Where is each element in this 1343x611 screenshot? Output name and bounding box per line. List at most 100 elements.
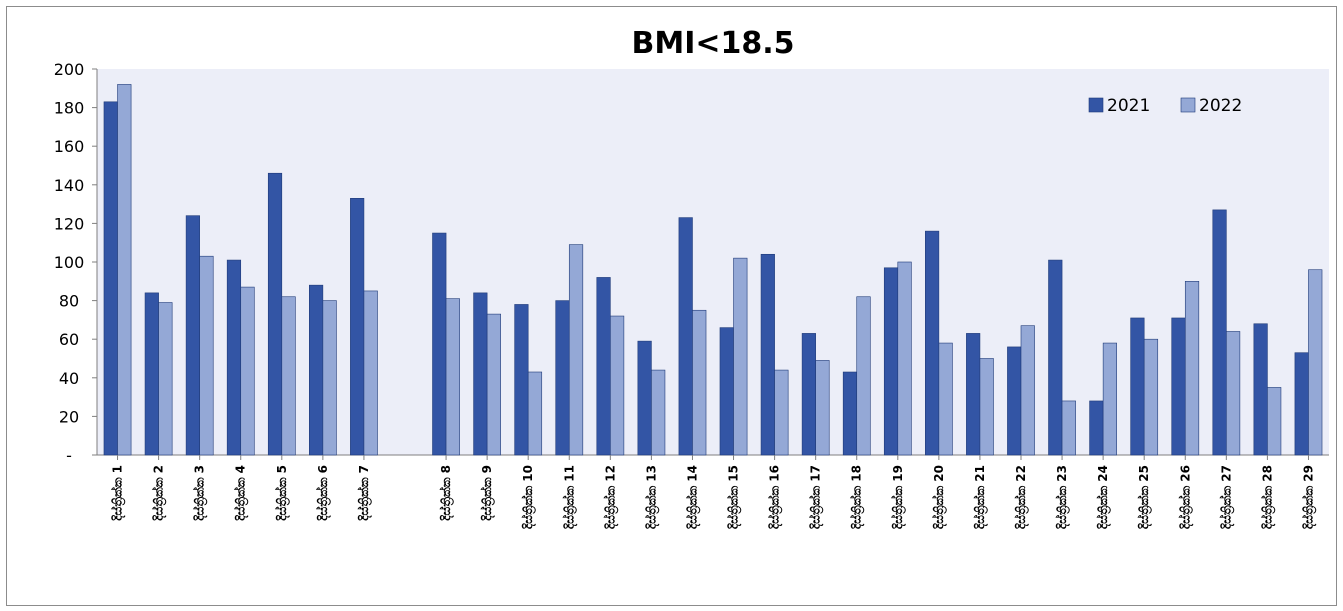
bar-2022 — [692, 309, 707, 456]
bar-2022 — [651, 369, 666, 456]
bar-2022 — [240, 286, 255, 456]
bar-2021 — [1253, 323, 1268, 456]
bar-2022 — [1308, 269, 1323, 456]
category-label: දිස්ත්‍රික්ක 5 — [275, 465, 291, 521]
bar-2022 — [1143, 338, 1159, 456]
y-tick-label: 140 — [54, 176, 85, 195]
category-label: දිස්ත්‍රික්ක 21 — [973, 465, 989, 529]
y-axis: - 20 40 60 80 100 120 140 160 180 200 — [54, 60, 1329, 465]
bar-2021 — [719, 327, 734, 456]
category-label: දිස්ත්‍රික්ක 10 — [521, 465, 537, 529]
y-tick-label: 40 — [59, 369, 79, 388]
bar-2022 — [281, 296, 296, 456]
bar-2021 — [350, 198, 365, 456]
bar-chart: BMI<18.5 - 20 40 60 80 100 120 140 160 180 200 දිස… — [54, 26, 1329, 529]
bars — [103, 84, 1323, 456]
category-label: දිස්ත්‍රික්ක 25 — [1137, 465, 1153, 529]
bar-2021 — [473, 292, 488, 456]
bar-2021 — [185, 215, 200, 456]
legend-label-2021: 2021 — [1107, 96, 1150, 116]
bar-2021 — [596, 277, 611, 456]
category-label: දිස්ත්‍රික්ක 18 — [850, 465, 866, 529]
y-tick-label: 120 — [54, 214, 85, 233]
y-tick-label: 100 — [54, 253, 85, 272]
category-label: දිස්ත්‍රික්ක 27 — [1219, 465, 1235, 529]
bar-2021 — [1048, 259, 1063, 456]
category-label: දිස්ත්‍රික්ක 20 — [932, 465, 948, 529]
bar-2021 — [1294, 352, 1309, 456]
plot-area — [97, 69, 1329, 455]
bar-2022 — [979, 358, 994, 456]
bar-2022 — [938, 342, 953, 456]
bar-2021 — [514, 304, 529, 456]
bar-2022 — [774, 369, 789, 456]
chart-frame: BMI<18.5 - 20 40 60 80 100 120 140 160 180 200 දිස… — [6, 6, 1337, 606]
category-label: දිස්ත්‍රික්ක 6 — [316, 465, 332, 521]
bar-2022 — [856, 296, 871, 456]
legend-swatch-2021 — [1088, 97, 1104, 113]
category-label: දිස්ත්‍රික්ක 23 — [1055, 465, 1071, 529]
bar-2021 — [966, 333, 981, 456]
bar-2022 — [815, 360, 830, 456]
bar-2021 — [103, 101, 118, 456]
bar-2022 — [1020, 325, 1035, 456]
bar-2022 — [1226, 331, 1241, 456]
category-label: දිස්ත්‍රික්ක 16 — [767, 465, 783, 529]
bar-2021 — [1130, 317, 1145, 456]
bar-2021 — [555, 300, 570, 456]
chart-title: BMI<18.5 — [631, 26, 794, 61]
bar-2021 — [1007, 346, 1022, 456]
bar-2022 — [158, 302, 173, 456]
legend: 2021 2022 — [1088, 96, 1242, 116]
bar-2022 — [445, 298, 460, 456]
category-label: දිස්ත්‍රික්ක 15 — [726, 465, 742, 529]
category-label: දිස්ත්‍රික්ක 2 — [151, 465, 167, 521]
category-label: දිස්ත්‍රික්ක 4 — [234, 465, 250, 521]
bar-2021 — [144, 292, 159, 456]
category-label: දිස්ත්‍රික්ක 9 — [480, 465, 496, 521]
bar-2022 — [363, 290, 378, 456]
bar-2022 — [568, 244, 584, 456]
bar-2021 — [226, 259, 242, 456]
bar-2021 — [1089, 400, 1104, 456]
category-label: දිස්ත්‍රික්ක 26 — [1178, 465, 1194, 529]
category-label: දිස්ත්‍රික්ක 24 — [1096, 465, 1112, 529]
bar-2021 — [883, 267, 899, 456]
bar-2022 — [897, 261, 912, 456]
category-label: දිස්ත්‍රික්ක 13 — [644, 465, 660, 529]
bar-2021 — [432, 232, 447, 456]
bar-2022 — [1061, 400, 1076, 456]
y-tick-label: 80 — [59, 292, 79, 311]
category-label: දිස්ත්‍රික්ක 7 — [357, 465, 373, 521]
bar-2022 — [527, 371, 543, 456]
bar-2021 — [267, 172, 283, 456]
bar-2021 — [309, 284, 324, 456]
category-labels: දිස්ත්‍රික්ක 1 දිස්ත්‍රික්ක 2 දිස්ත්‍රික්ක… — [110, 455, 1317, 529]
category-label: දිස්ත්‍රික්ක 12 — [603, 465, 619, 529]
bar-2021 — [1212, 209, 1227, 456]
bar-2021 — [801, 333, 816, 456]
category-label: දිස්ත්‍රික්ක 28 — [1260, 465, 1276, 529]
y-tick-label: 180 — [54, 99, 85, 118]
legend-swatch-2022 — [1180, 97, 1196, 113]
category-label: දිස්ත්‍රික්ක 22 — [1014, 465, 1030, 529]
y-tick-label: - — [66, 446, 72, 465]
category-label: දිස්ත්‍රික්ක 19 — [891, 465, 907, 529]
bar-2021 — [637, 340, 652, 456]
y-tick-label: 200 — [54, 60, 85, 79]
bar-2022 — [199, 255, 214, 456]
y-tick-label: 60 — [59, 330, 79, 349]
category-label: දිස්ත්‍රික්ක 3 — [193, 465, 209, 521]
category-label: දිස්ත්‍රික්ක 11 — [562, 465, 578, 529]
bar-2022 — [1102, 342, 1117, 456]
bar-2022 — [117, 84, 132, 456]
bar-2022 — [1184, 280, 1200, 456]
bar-2021 — [925, 230, 940, 456]
bar-2021 — [760, 253, 775, 456]
bar-2022 — [322, 300, 337, 456]
y-tick-label: 20 — [59, 407, 79, 426]
y-tick-label: 160 — [54, 137, 85, 156]
category-label: දිස්ත්‍රික්ක 14 — [685, 465, 701, 529]
bar-2022 — [1267, 387, 1282, 456]
bar-2021 — [678, 217, 693, 456]
